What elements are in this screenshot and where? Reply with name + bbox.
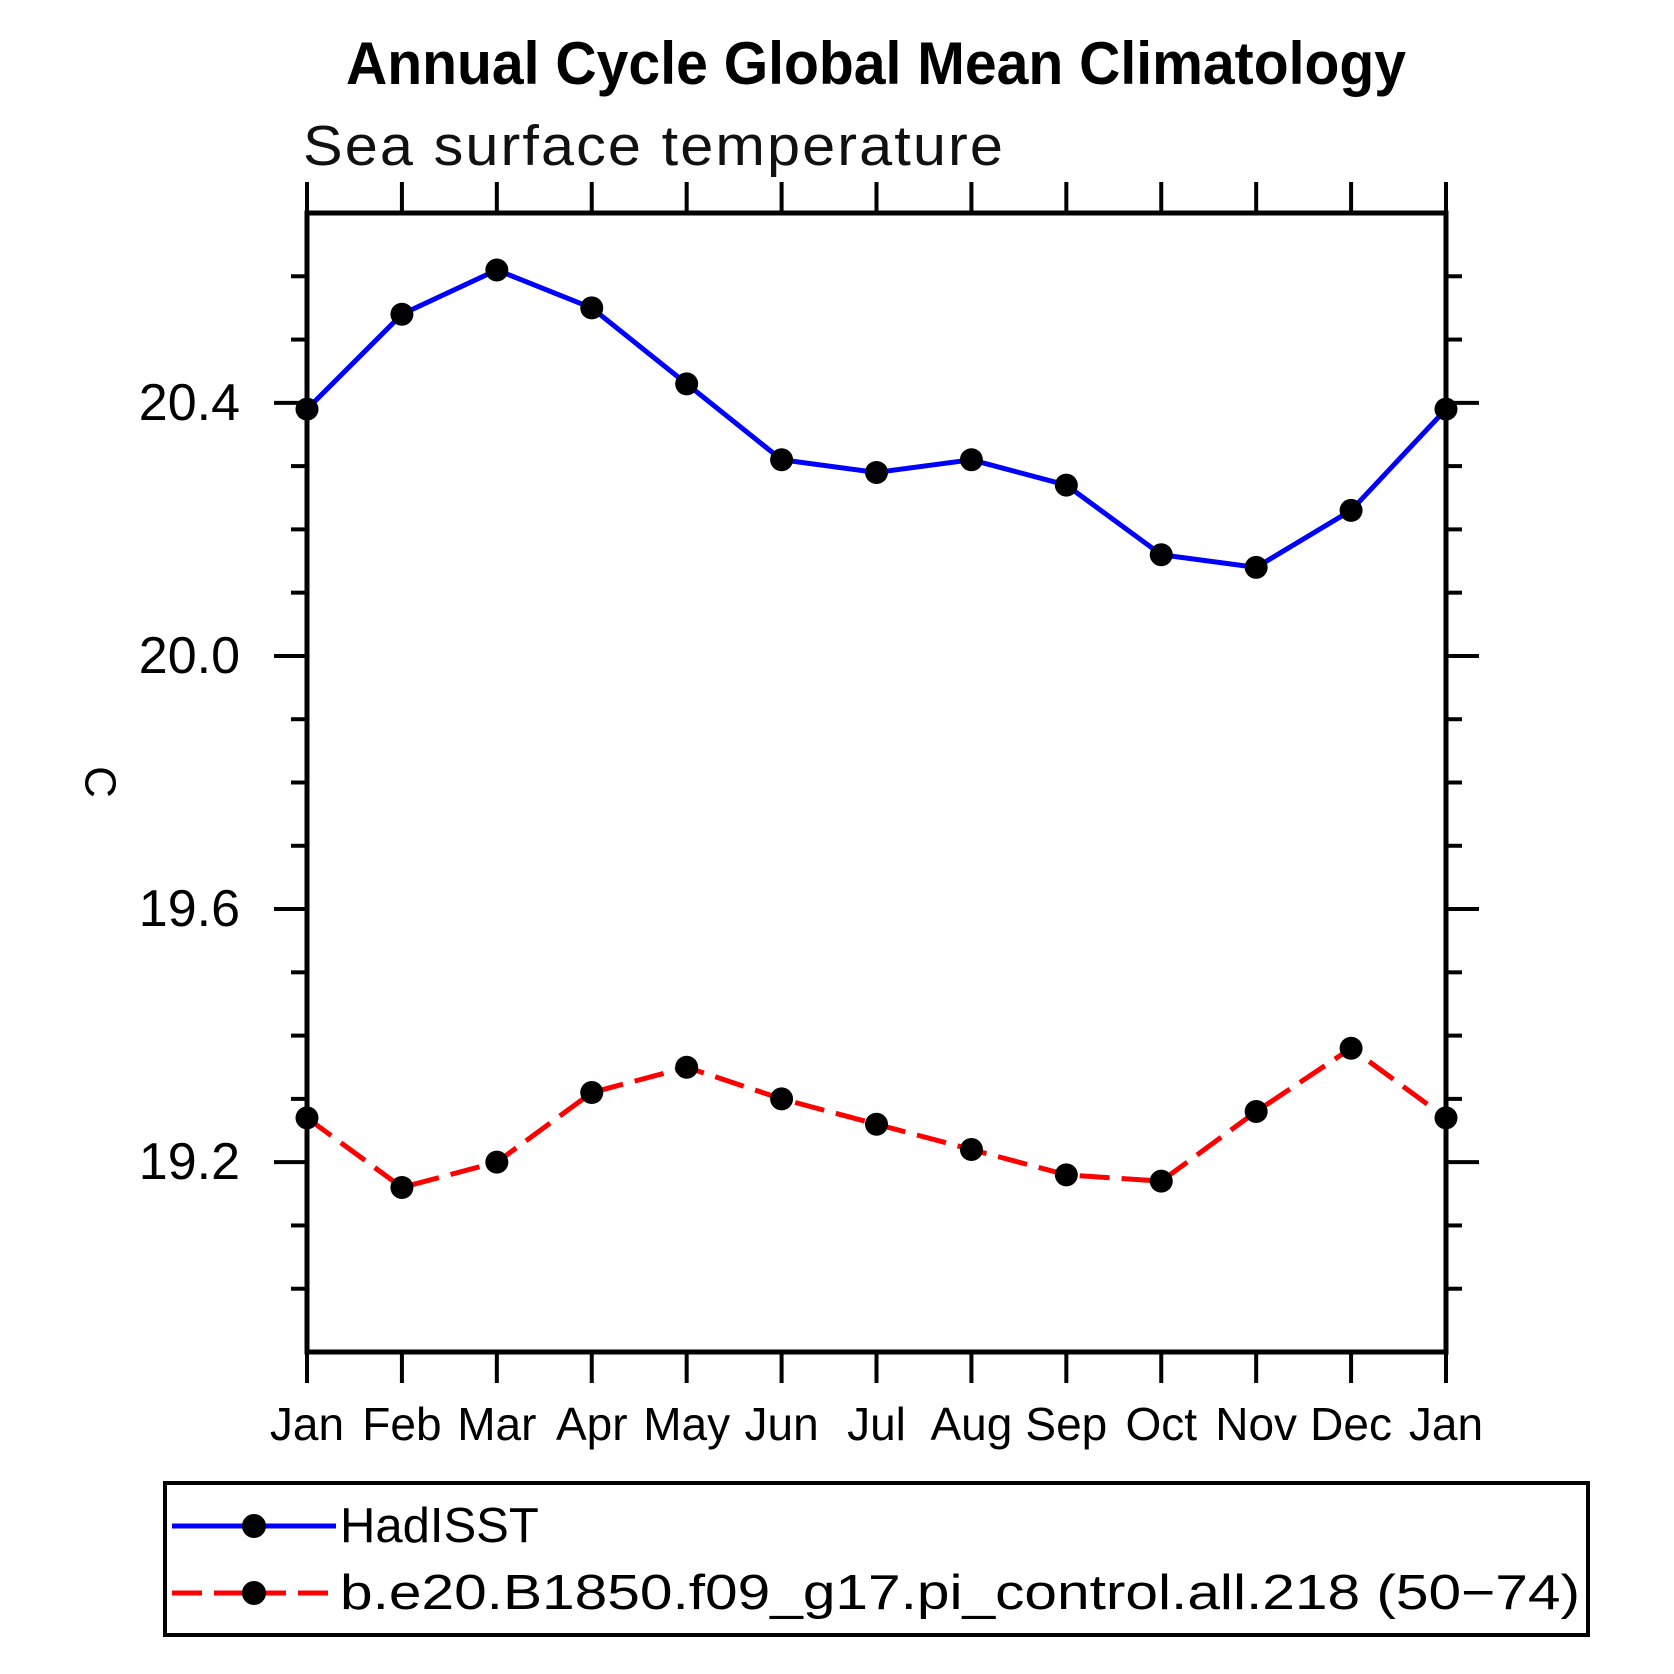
data-point-marker [770,448,794,472]
data-point-marker [1244,1100,1268,1124]
data-point-marker [390,1175,414,1199]
data-point-marker [1339,498,1363,522]
data-point-marker [390,302,414,326]
x-tick-label: May [643,1398,730,1450]
data-point-marker [959,448,983,472]
data-point-marker [295,1106,319,1130]
x-tick-label: Jan [270,1398,344,1450]
data-point-marker [485,1150,509,1174]
data-point-marker [959,1138,983,1162]
x-tick-label: Sep [1025,1398,1107,1450]
data-point-marker [1244,555,1268,579]
data-point-marker [1054,473,1078,497]
legend-entry-model: b.e20.B1850.f09_g17.pi_control.all.218 (… [172,1566,1580,1620]
chart-subtitle: Sea surface temperature [303,114,1005,178]
data-point-marker [1434,397,1458,421]
x-tick-label: Jan [1409,1398,1483,1450]
data-point-marker [865,460,888,484]
y-tick-label: 19.2 [139,1133,240,1191]
data-point-marker [770,1087,794,1111]
x-tick-label: Mar [457,1398,536,1450]
data-point-marker [1054,1163,1078,1187]
data-point-marker [1434,1106,1458,1130]
data-point-marker [865,1112,888,1136]
plot-frame [304,210,1449,1355]
legend-box [163,1481,1590,1637]
series-line-0 [305,267,1448,570]
x-tick-label: Oct [1125,1398,1197,1450]
data-point-marker [580,1081,604,1105]
y-axis-title: C [76,766,125,798]
data-point-marker [1149,1169,1173,1193]
data-point-marker [675,372,699,396]
plot-area: 19.2 19.6 20.0 20.4 Jan Feb Mar Apr May Jun Jul Aug… [139,182,1483,1450]
data-point-marker [1339,1036,1363,1060]
legend: HadISST b.e20.B1850.f09_g17.pi_control.a… [163,1481,1590,1637]
x-tick-label: Nov [1215,1398,1297,1450]
data-point-marker [675,1055,699,1079]
x-tick-label: Jul [847,1398,906,1450]
data-point-marker [295,397,319,421]
legend-label-model: b.e20.B1850.f09_g17.pi_control.all.218 (… [340,1566,1580,1620]
legend-marker-dot [242,1581,266,1605]
y-tick-label: 19.6 [139,880,240,938]
x-tick-label: Dec [1310,1398,1392,1450]
x-tick-label: Jun [744,1398,818,1450]
x-tick-label: Feb [362,1398,441,1450]
y-tick-label: 20.4 [139,374,240,432]
x-tick-label: Apr [556,1398,628,1450]
data-point-marker [580,296,604,320]
data-point-marker [1149,543,1173,567]
legend-marker-dot [242,1514,266,1538]
y-tick-label: 20.0 [139,627,240,685]
chart-title: Annual Cycle Global Mean Climatology [346,30,1407,97]
data-point-marker [485,258,509,282]
legend-label-hadisst: HadISST [340,1499,539,1553]
x-tick-label: Aug [930,1398,1012,1450]
legend-entry-hadisst: HadISST [172,1499,539,1553]
